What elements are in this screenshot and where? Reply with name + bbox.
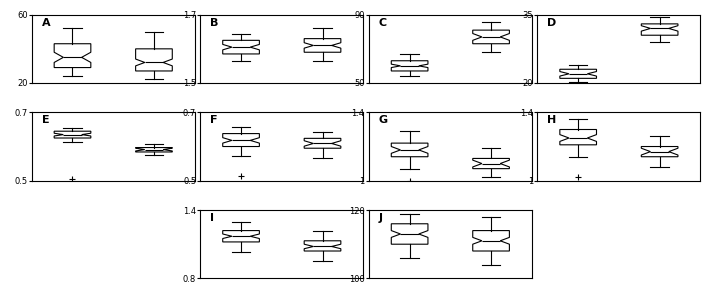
- Text: J: J: [378, 213, 383, 223]
- Text: A: A: [42, 17, 50, 28]
- PathPatch shape: [136, 147, 172, 152]
- PathPatch shape: [222, 133, 259, 147]
- Text: F: F: [210, 115, 217, 125]
- PathPatch shape: [54, 131, 91, 138]
- PathPatch shape: [641, 147, 678, 157]
- PathPatch shape: [473, 158, 510, 169]
- Text: I: I: [210, 213, 214, 223]
- Text: D: D: [547, 17, 556, 28]
- PathPatch shape: [641, 24, 678, 35]
- PathPatch shape: [54, 44, 91, 67]
- Text: H: H: [547, 115, 556, 125]
- PathPatch shape: [391, 143, 428, 157]
- Text: B: B: [210, 17, 218, 28]
- PathPatch shape: [304, 241, 341, 251]
- PathPatch shape: [304, 39, 341, 52]
- PathPatch shape: [560, 69, 597, 78]
- PathPatch shape: [391, 224, 428, 244]
- Text: G: G: [378, 115, 388, 125]
- PathPatch shape: [222, 40, 259, 54]
- PathPatch shape: [560, 129, 597, 145]
- PathPatch shape: [391, 61, 428, 71]
- PathPatch shape: [136, 49, 172, 71]
- PathPatch shape: [473, 231, 510, 251]
- PathPatch shape: [304, 138, 341, 148]
- PathPatch shape: [473, 30, 510, 44]
- Text: C: C: [378, 17, 387, 28]
- PathPatch shape: [222, 231, 259, 242]
- Text: E: E: [42, 115, 49, 125]
